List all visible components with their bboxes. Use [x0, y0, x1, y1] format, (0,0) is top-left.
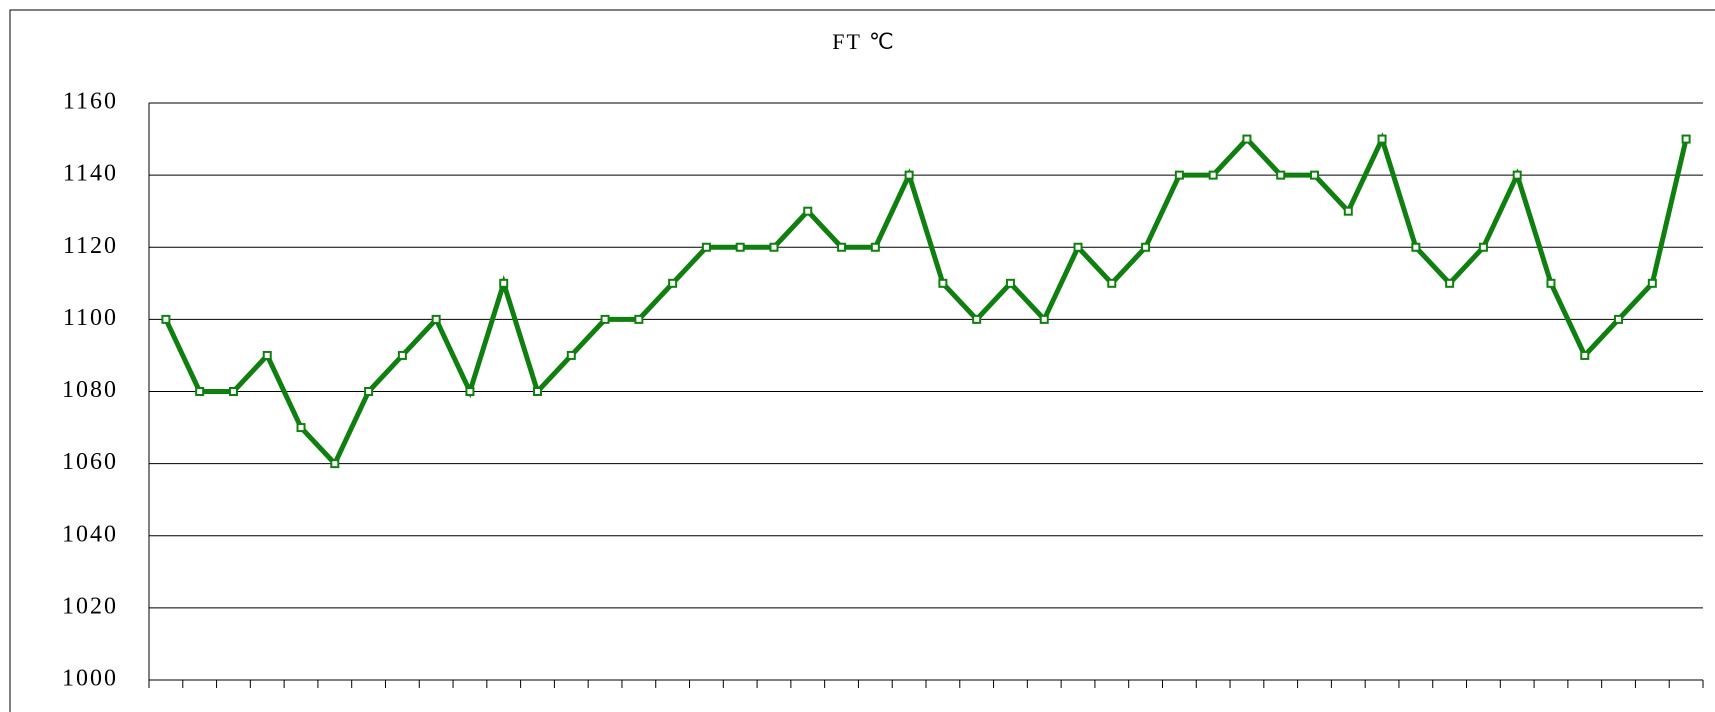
point-marker: [161, 314, 171, 324]
y-tick-label: 1120: [63, 233, 118, 259]
point-marker: [533, 387, 542, 396]
y-tick-label: 1140: [63, 161, 118, 187]
point-marker: [1276, 170, 1286, 180]
y-tick-label: 1000: [62, 666, 118, 692]
point-marker: [1580, 350, 1590, 360]
point-marker: [870, 242, 880, 252]
point-marker: [1005, 278, 1015, 288]
point-marker: [1445, 278, 1455, 288]
point-marker: [566, 350, 576, 360]
point-marker: [634, 314, 644, 324]
y-tick-label: 1080: [62, 377, 118, 403]
point-marker: [1343, 206, 1353, 216]
y-tick-label: 1040: [62, 521, 118, 547]
point-marker: [701, 242, 711, 252]
point-marker: [600, 314, 610, 324]
point-marker: [769, 242, 779, 252]
point-marker: [195, 387, 205, 396]
point-marker: [938, 278, 948, 288]
point-marker: [837, 242, 847, 252]
point-marker: [397, 350, 407, 360]
point-marker: [803, 206, 813, 216]
point-marker: [465, 387, 475, 396]
y-tick-label: 1160: [63, 89, 118, 115]
point-marker: [1681, 134, 1691, 144]
point-marker: [1478, 242, 1488, 252]
chart-title: FT ℃: [832, 29, 895, 54]
point-marker: [1647, 278, 1657, 288]
point-marker: [904, 170, 914, 180]
point-marker: [1073, 242, 1083, 252]
point-marker: [296, 423, 306, 433]
point-marker: [499, 278, 509, 288]
point-marker: [330, 459, 340, 469]
point-marker: [262, 350, 272, 360]
point-marker: [1546, 278, 1556, 288]
point-marker: [431, 314, 441, 324]
y-tick-label: 1020: [62, 593, 118, 619]
frame: [9, 9, 1715, 712]
point-marker: [1107, 278, 1117, 288]
y-tick-label: 1060: [62, 449, 118, 475]
point-marker: [1377, 134, 1387, 144]
point-marker: [1208, 170, 1218, 180]
point-marker: [1411, 242, 1421, 252]
point-marker: [1512, 170, 1522, 180]
series-line: [163, 132, 1689, 469]
point-marker: [228, 387, 238, 396]
point-marker: [1039, 314, 1049, 324]
y-tick-label: 1100: [63, 305, 118, 331]
point-marker: [668, 278, 678, 288]
point-marker: [972, 314, 982, 324]
point-marker: [1141, 242, 1151, 252]
point-marker: [1310, 170, 1319, 180]
point-marker: [1174, 170, 1184, 180]
point-marker: [735, 242, 745, 252]
point-marker: [364, 387, 374, 396]
point-marker: [1614, 314, 1624, 324]
point-marker: [1242, 134, 1252, 144]
